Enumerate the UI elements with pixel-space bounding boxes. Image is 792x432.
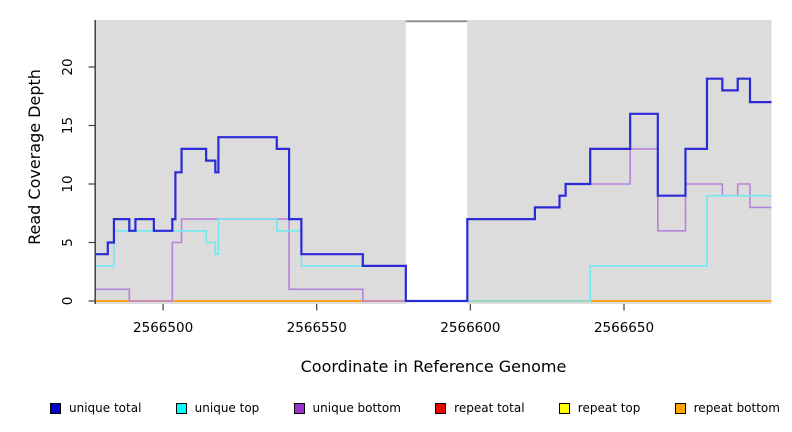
legend-label: unique top	[194, 401, 260, 415]
legend-item-unique-total: unique total	[50, 401, 141, 415]
repeat-bottom-swatch-icon	[674, 402, 686, 414]
repeat-top-swatch-icon	[558, 402, 570, 414]
y-tick-label: 10	[60, 175, 76, 192]
series-line-unique-total	[95, 77, 772, 303]
repeat-total-swatch-icon	[435, 402, 447, 414]
legend: unique total unique top unique bottom repea…	[50, 398, 780, 418]
x-axis-title: Coordinate in Reference Genome	[301, 357, 567, 376]
series-lines	[95, 77, 772, 303]
legend-label: repeat top	[577, 401, 641, 415]
masked-region	[405, 22, 468, 304]
legend-item-repeat-top: repeat top	[558, 401, 641, 415]
y-tick-label: 0	[60, 297, 76, 306]
y-tick-label: 5	[60, 238, 76, 247]
y-tick-label: 20	[60, 58, 76, 75]
legend-item-repeat-total: repeat total	[435, 401, 525, 415]
legend-item-unique-top: unique top	[175, 401, 260, 415]
legend-label: unique total	[69, 401, 142, 415]
x-tick-label: 2566650	[594, 320, 654, 336]
legend-label: repeat total	[454, 401, 525, 415]
series-line-unique-top	[95, 194, 772, 302]
x-tick-label: 2566600	[440, 320, 500, 336]
legend-label: unique bottom	[312, 401, 401, 415]
unique-bottom-swatch-icon	[293, 402, 305, 414]
legend-item-unique-bottom: unique bottom	[293, 401, 401, 415]
y-axis-title: Read Coverage Depth	[25, 69, 44, 245]
unique-total-swatch-icon	[50, 402, 61, 414]
x-tick-label: 2566550	[287, 320, 347, 336]
legend-label: repeat bottom	[693, 401, 780, 415]
legend-item-repeat-bottom: repeat bottom	[674, 401, 780, 415]
x-tick-label: 2566500	[133, 320, 193, 336]
y-tick-label: 15	[60, 117, 76, 134]
unique-top-swatch-icon	[175, 402, 187, 414]
